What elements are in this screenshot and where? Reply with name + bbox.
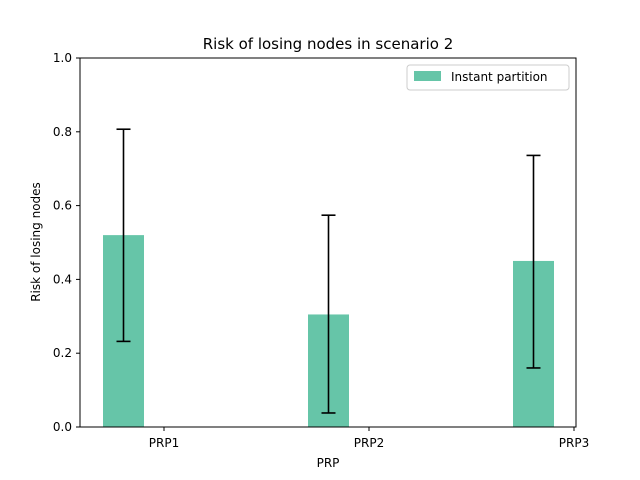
- legend-label: Instant partition: [451, 70, 548, 84]
- y-ticks-group: 0.0 0.2 0.4 0.6 0.8 1.0: [53, 51, 80, 434]
- x-tick-label: PRP1: [149, 436, 179, 450]
- y-axis-label: Risk of losing nodes: [29, 182, 43, 302]
- error-bar-prp1: [116, 128, 131, 343]
- x-tick-label: PRP2: [354, 436, 384, 450]
- plot-frame: [79, 57, 577, 428]
- chart-title: Risk of losing nodes in scenario 2: [203, 35, 453, 53]
- y-tick-label: 0.8: [53, 125, 72, 139]
- error-bar-prp3: [526, 154, 541, 369]
- error-bars-group: [116, 128, 541, 414]
- error-bar-prp2: [321, 214, 336, 414]
- y-tick-label: 0.0: [53, 420, 72, 434]
- y-tick-label: 1.0: [53, 51, 72, 65]
- y-tick-label: 0.4: [53, 272, 72, 286]
- x-ticks-group: PRP1 PRP2 PRP3: [149, 427, 589, 450]
- legend-swatch: [414, 71, 441, 81]
- y-tick-label: 0.2: [53, 346, 72, 360]
- x-axis-label: PRP: [317, 456, 340, 470]
- x-tick-label: PRP3: [559, 436, 589, 450]
- legend-frame: [406, 64, 570, 91]
- legend: Instant partition: [406, 64, 570, 91]
- y-tick-label: 0.6: [53, 199, 72, 213]
